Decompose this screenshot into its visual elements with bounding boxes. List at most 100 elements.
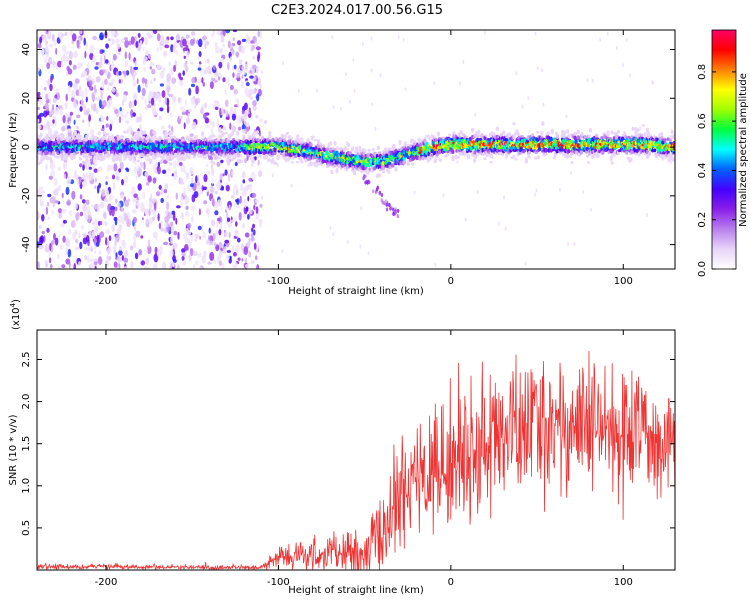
noise-cell bbox=[332, 232, 335, 236]
noise-cell bbox=[245, 127, 248, 135]
noise-cell bbox=[340, 106, 342, 111]
noise-cell bbox=[52, 119, 55, 124]
noise-cell bbox=[160, 188, 164, 195]
ridge-cell bbox=[102, 157, 106, 160]
ridge-cell bbox=[60, 151, 64, 154]
ridge-cell bbox=[477, 130, 481, 134]
ridge-cell bbox=[299, 156, 303, 161]
noise-cell bbox=[99, 220, 103, 226]
noise-cell bbox=[205, 124, 210, 129]
ridge-cell bbox=[143, 130, 147, 135]
noise-cell bbox=[71, 190, 76, 200]
noise-cell bbox=[227, 40, 231, 49]
ridge-cell bbox=[136, 159, 140, 163]
noise-cell bbox=[215, 230, 218, 237]
ridge-cell bbox=[438, 158, 443, 162]
noise-cell bbox=[38, 97, 43, 105]
noise-cell bbox=[58, 244, 64, 250]
ridge-cell bbox=[335, 168, 339, 174]
ridge-cell bbox=[274, 161, 278, 165]
noise-cell bbox=[245, 82, 250, 87]
noise-cell bbox=[119, 246, 122, 251]
noise-cell bbox=[60, 56, 64, 64]
ridge-cell bbox=[578, 139, 582, 143]
noise-cell bbox=[316, 88, 319, 93]
noise-cell bbox=[224, 169, 228, 176]
ridge-cell bbox=[185, 135, 189, 140]
ridge-cell bbox=[67, 136, 71, 141]
noise-cell bbox=[156, 249, 162, 257]
noise-cell bbox=[240, 80, 244, 89]
noise-cell bbox=[255, 255, 258, 261]
ridge-cell bbox=[105, 132, 109, 137]
noise-cell bbox=[102, 100, 107, 107]
noise-cell bbox=[217, 76, 221, 81]
ridge-cell bbox=[267, 158, 271, 163]
noise-cell bbox=[182, 260, 187, 266]
ridge-cell bbox=[41, 141, 45, 146]
ridge-cell bbox=[240, 159, 244, 163]
noise-cell bbox=[91, 92, 95, 101]
noise-cell bbox=[156, 166, 159, 172]
noise-cell bbox=[39, 196, 42, 203]
noise-cell bbox=[134, 166, 137, 175]
ridge-cell bbox=[181, 154, 185, 157]
noise-cell bbox=[49, 242, 52, 252]
noise-cell bbox=[110, 205, 115, 211]
ridge-cell bbox=[121, 135, 125, 139]
noise-cell bbox=[144, 98, 147, 106]
noise-cell bbox=[95, 76, 101, 83]
noise-cell bbox=[78, 233, 81, 239]
ridge-cell bbox=[333, 141, 337, 146]
noise-cell bbox=[99, 201, 105, 209]
ridge-cell bbox=[436, 131, 440, 137]
noise-cell bbox=[168, 124, 171, 129]
noise-cell bbox=[46, 62, 51, 70]
noise-cell bbox=[37, 42, 42, 49]
noise-cell bbox=[65, 124, 68, 132]
noise-cell bbox=[40, 235, 44, 244]
noise-cell bbox=[132, 73, 135, 82]
ridge-cell bbox=[155, 150, 159, 153]
streak-cell bbox=[368, 180, 371, 185]
noise-cell bbox=[202, 231, 206, 238]
noise-cell bbox=[85, 96, 88, 103]
noise-cell bbox=[169, 67, 174, 76]
noise-cell bbox=[249, 75, 254, 79]
noise-cell bbox=[72, 83, 77, 89]
noise-cell bbox=[66, 199, 71, 207]
noise-cell bbox=[456, 160, 459, 165]
noise-cell bbox=[143, 161, 146, 171]
noise-cell bbox=[75, 238, 79, 244]
noise-cell bbox=[90, 263, 95, 269]
noise-cell bbox=[203, 174, 208, 183]
noise-cell bbox=[53, 233, 56, 241]
ridge-cell bbox=[296, 160, 300, 164]
streak-cell bbox=[392, 211, 395, 216]
noise-cell bbox=[256, 93, 260, 102]
noise-cell bbox=[241, 74, 244, 79]
noise-cell bbox=[621, 63, 624, 68]
noise-cell bbox=[225, 184, 230, 192]
ridge-cell bbox=[563, 130, 567, 136]
noise-cell bbox=[225, 99, 229, 108]
noise-cell bbox=[140, 260, 146, 266]
noise-cell bbox=[126, 111, 129, 115]
ridge-cell bbox=[168, 162, 173, 166]
noise-cell bbox=[213, 259, 217, 264]
noise-cell bbox=[57, 208, 63, 214]
noise-cell bbox=[79, 241, 83, 250]
ridge-cell bbox=[363, 148, 367, 153]
noise-cell bbox=[669, 195, 672, 200]
noise-cell bbox=[39, 36, 43, 44]
noise-cell bbox=[213, 79, 218, 83]
noise-cell bbox=[184, 200, 188, 205]
noise-cell bbox=[188, 254, 192, 262]
noise-cell bbox=[231, 113, 236, 121]
noise-cell bbox=[237, 40, 242, 46]
noise-cell bbox=[535, 188, 538, 193]
noise-cell bbox=[99, 32, 104, 40]
noise-cell bbox=[179, 97, 182, 105]
noise-cell bbox=[51, 209, 55, 215]
noise-cell bbox=[252, 64, 257, 70]
